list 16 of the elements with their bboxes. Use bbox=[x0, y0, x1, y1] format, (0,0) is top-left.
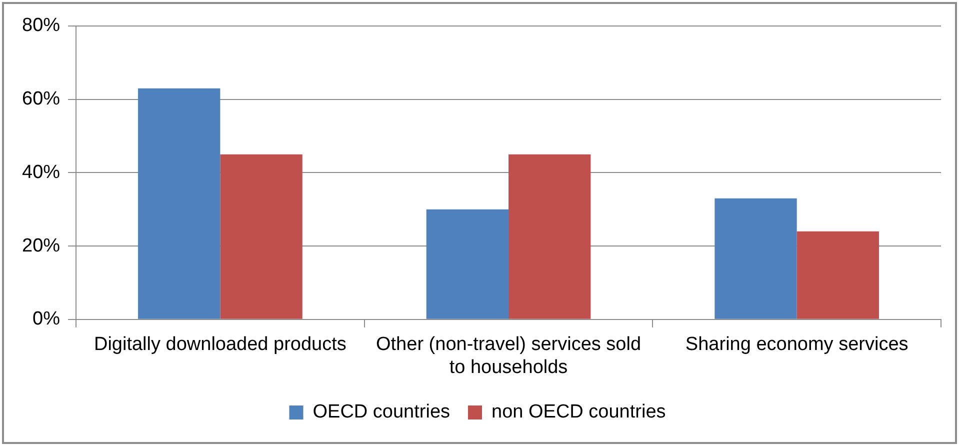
x-tick-label: Sharing economy services bbox=[685, 334, 908, 356]
x-tick-label: Other (non-travel) services sold to households bbox=[376, 334, 642, 378]
legend-label: non OECD countries bbox=[492, 402, 666, 423]
y-tick-label: 0% bbox=[32, 308, 60, 330]
bar bbox=[138, 88, 220, 319]
bar bbox=[714, 198, 797, 319]
bar bbox=[220, 154, 302, 319]
y-tick-label: 20% bbox=[22, 235, 60, 256]
bar bbox=[508, 154, 591, 319]
y-tick-label: 80% bbox=[22, 15, 60, 36]
legend-label: OECD countries bbox=[312, 402, 450, 423]
y-tick-label: 40% bbox=[22, 162, 60, 183]
bar bbox=[796, 231, 880, 319]
y-tick-label: 60% bbox=[22, 88, 60, 110]
x-tick-label: Digitally downloaded products bbox=[94, 334, 346, 356]
bar bbox=[426, 209, 509, 319]
